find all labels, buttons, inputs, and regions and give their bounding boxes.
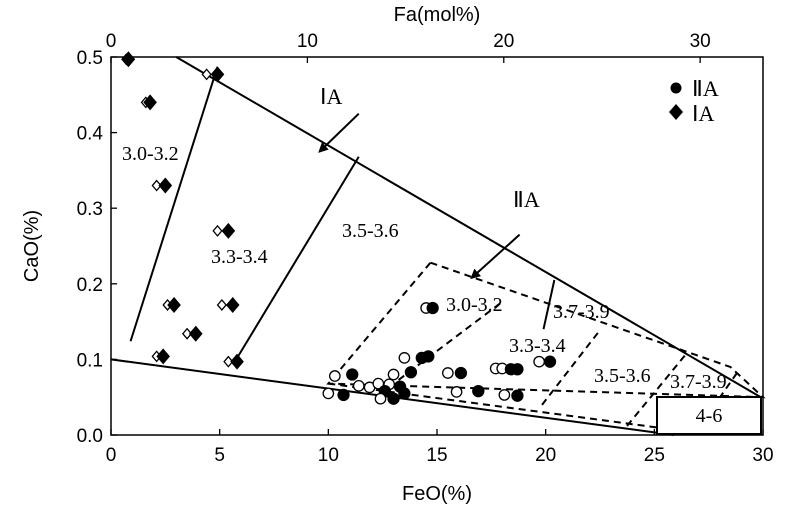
diamond-point [158,177,173,194]
diamond-point [151,179,162,192]
diamond-point [230,353,244,370]
y-tick-label: 0.3 [77,199,103,220]
zone-label-3-5-3-6: 3.5-3.6 [342,220,399,242]
diamond-point [221,222,236,239]
circle-point [398,387,411,400]
top-tick-label: 10 [297,31,318,52]
dashed-zone-label-3-5-3-6: 3.5-3.6 [594,365,651,387]
y-tick-label: 0.1 [77,350,103,371]
x-tick-label: 5 [214,445,225,466]
circle-point [387,392,400,405]
circle-point [329,370,341,382]
top-axis-ticks: 0 10 20 30 [106,31,711,63]
circle-point [322,387,335,400]
circle-point [426,301,439,315]
legend-marker-diamond [669,104,683,120]
top-tick-label: 30 [690,31,711,52]
legend-label-iia: ⅡA [692,76,719,101]
circle-point [450,386,463,398]
y-tick-label: 0.5 [77,48,103,69]
circle-point [337,388,350,402]
annotation-label-ia: ⅠA [320,84,342,109]
dashed-zone-label-3-3-3-4: 3.3-3.4 [509,335,566,357]
dashed-boundary-line [326,261,766,399]
y-axis-ticks: 0.0 0.1 0.2 0.3 0.4 0.5 [77,48,117,447]
dashed-boundary-line [382,302,501,393]
diamond-point [188,325,203,342]
region-boundary-line [234,156,360,363]
annotation-label-iia: ⅡA [513,187,540,212]
zone-label-4-6: 4-6 [696,405,723,427]
zone-label-3-3-3-4: 3.3-3.4 [211,246,268,268]
dashed-zone-label-3-0-3-2: 3.0-3.2 [446,294,503,316]
diamond-point [143,94,157,111]
annotations: ⅠA ⅡA [318,84,540,280]
diamond-point [156,348,170,365]
circle-point [422,350,435,363]
diamond-point [167,296,181,313]
circle-point [498,389,511,401]
x-tick-label: 20 [535,445,556,466]
circle-point [472,385,485,398]
top-axis-title: Fa(mol%) [394,4,481,26]
circle-point [352,380,365,392]
dashed-boundary-line [623,354,686,431]
x-tick-label: 15 [426,445,447,466]
y-tick-label: 0.2 [77,275,103,296]
dashed-boundary-line [328,382,675,431]
y-tick-label: 0.4 [77,124,104,145]
x-tick-label: 10 [318,445,339,466]
diamond-point [181,327,193,340]
annotation-arrow [318,112,360,153]
circle-point [398,352,411,364]
diamond-point [210,66,225,83]
region-boundaries [110,56,766,436]
circle-point [533,355,545,368]
x-tick-label: 30 [752,445,773,466]
zone-box-4-6 [656,396,762,435]
zone-labels: 3.0-3.2 3.3-3.4 3.5-3.6 3.7-3.9 4-6 3.0-… [122,143,762,435]
circle-point [387,368,400,381]
circle-point [511,389,524,402]
legend: ⅡA ⅠA [669,76,719,126]
circle-point [511,363,524,376]
zone-label-3-0-3-2: 3.0-3.2 [122,143,179,165]
diamond-point [212,224,223,237]
legend-label-ia: ⅠA [692,101,714,126]
circle-point [454,366,468,380]
dashed-boundary-line [538,332,599,410]
dashed-zone-label-3-7-3-9: 3.7-3.9 [670,371,727,393]
legend-marker-circle [670,82,682,94]
x-axis-title: FeO(%) [402,483,472,505]
region-boundary-line [175,56,762,399]
data-points [121,51,557,405]
top-tick-label: 0 [106,31,117,52]
diamond-point [121,51,136,68]
region-boundary-line [129,66,219,342]
diamond-point [225,296,240,313]
circle-point [442,367,454,379]
circle-point [543,355,557,368]
circle-point [374,392,387,405]
circle-point [346,368,359,381]
y-tick-label: 0.0 [77,426,103,447]
annotation-arrow [470,233,521,280]
diamond-point [201,68,212,81]
x-tick-label: 0 [106,445,117,466]
zone-label-3-7-3-9: 3.7-3.9 [553,301,610,323]
y-axis-title: CaO(%) [21,210,43,282]
circle-point [404,366,418,379]
diamond-point [216,298,227,311]
diamond-point [223,355,234,368]
top-tick-label: 20 [493,31,514,52]
x-tick-label: 25 [644,445,665,466]
